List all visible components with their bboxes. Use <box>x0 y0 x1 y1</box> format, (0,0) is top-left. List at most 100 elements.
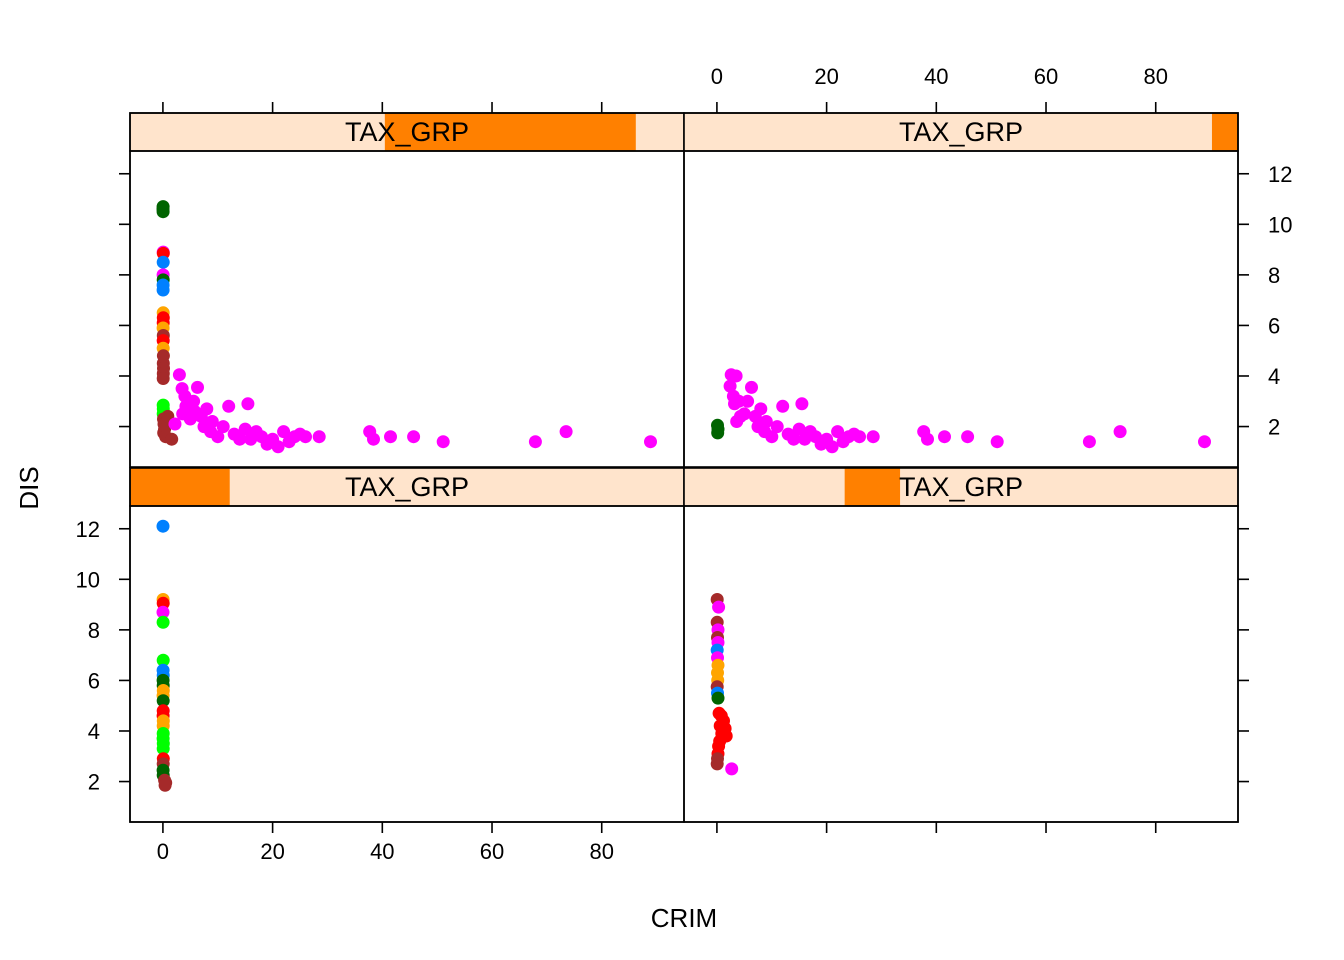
data-point <box>156 283 170 297</box>
data-point <box>729 369 743 383</box>
strip-label: TAX_GRP <box>899 117 1023 147</box>
y-tick-label: 12 <box>1268 162 1292 187</box>
data-point <box>787 432 801 446</box>
data-point <box>156 519 170 533</box>
y-tick-label: 4 <box>1268 364 1280 389</box>
strip-label: TAX_GRP <box>345 472 469 502</box>
data-point <box>241 397 255 411</box>
y-tick-label: 2 <box>1268 415 1280 440</box>
data-point <box>216 420 230 434</box>
strip-background <box>684 468 1238 506</box>
data-point <box>312 430 326 444</box>
strip-level-bar <box>130 468 230 506</box>
strip-level-bar <box>1211 113 1238 151</box>
data-point <box>238 422 252 436</box>
data-point <box>200 402 214 416</box>
data-point <box>831 425 845 439</box>
data-point <box>792 422 806 436</box>
data-point <box>156 615 170 629</box>
data-point <box>765 430 779 444</box>
data-point <box>710 757 724 771</box>
data-point <box>384 430 397 444</box>
x-tick-label: 20 <box>814 64 838 89</box>
x-tick-label: 80 <box>1143 64 1167 89</box>
data-point <box>367 432 380 446</box>
data-point <box>156 200 170 214</box>
x-tick-label: 80 <box>589 839 613 864</box>
panel-bottom-left: TAX_GRP <box>129 467 685 823</box>
data-point <box>866 430 880 444</box>
data-point <box>187 394 201 408</box>
y-tick-label: 4 <box>88 719 100 744</box>
data-point <box>172 368 186 382</box>
data-point <box>770 420 784 434</box>
panel-bottom-right: TAX_GRP <box>683 467 1239 823</box>
data-point <box>156 653 170 667</box>
x-tick-label: 0 <box>711 64 723 89</box>
data-point <box>725 762 739 776</box>
data-point <box>277 425 291 439</box>
data-point <box>559 425 573 439</box>
data-point <box>222 399 236 413</box>
data-point <box>156 742 170 756</box>
strip-level-bar <box>384 113 636 151</box>
x-tick-label: 0 <box>157 839 169 864</box>
data-point <box>759 415 773 428</box>
data-point <box>737 407 751 421</box>
data-point <box>825 440 839 454</box>
x-tick-label: 40 <box>924 64 948 89</box>
y-tick-label: 8 <box>1268 263 1280 288</box>
data-point <box>233 432 247 446</box>
x-tick-label: 60 <box>480 839 504 864</box>
strip-background <box>684 113 1238 151</box>
x-tick-label: 40 <box>370 839 394 864</box>
data-point <box>711 691 725 705</box>
data-point <box>921 432 934 446</box>
data-point <box>156 605 170 619</box>
data-point <box>407 430 421 444</box>
scatter-points <box>710 593 739 776</box>
y-tick-label: 6 <box>88 668 100 693</box>
data-point <box>168 417 182 431</box>
panels-layer: TAX_GRP TAX_GRP TAX_GRP TAX_GRP <box>129 112 1239 823</box>
data-point <box>938 430 951 444</box>
y-tick-label: 8 <box>88 618 100 643</box>
x-axis-title: CRIM <box>651 903 717 933</box>
data-point <box>436 435 450 449</box>
panel-frame <box>683 505 1239 823</box>
outer-frame <box>129 112 1239 823</box>
data-point <box>723 379 737 393</box>
data-point <box>271 440 285 454</box>
strip-label: TAX_GRP <box>899 472 1023 502</box>
data-point <box>205 415 219 428</box>
data-point <box>156 255 170 269</box>
y-tick-label: 2 <box>88 770 100 795</box>
data-point <box>745 380 758 394</box>
data-point <box>165 432 179 446</box>
strip-label: TAX_GRP <box>345 117 469 147</box>
y-tick-label: 6 <box>1268 313 1280 338</box>
y-axis-title: DIS <box>14 466 44 509</box>
data-point <box>853 430 866 444</box>
data-point <box>1198 435 1211 449</box>
panel-top-left: TAX_GRP <box>129 112 685 468</box>
data-point <box>158 778 172 792</box>
strip-level-bar <box>844 468 901 506</box>
data-point <box>156 694 170 708</box>
y-tick-label: 12 <box>76 517 100 542</box>
y-tick-label: 10 <box>76 567 100 592</box>
y-tick-label: 10 <box>1268 212 1292 237</box>
x-tick-label: 20 <box>260 839 284 864</box>
data-point <box>795 397 809 411</box>
data-point <box>712 600 726 614</box>
data-point <box>776 399 790 413</box>
data-point <box>644 435 657 449</box>
data-point <box>299 430 312 444</box>
scatter-points <box>156 519 173 792</box>
data-point <box>711 426 725 440</box>
panel-frame <box>129 505 685 823</box>
scatter-points <box>711 368 1211 454</box>
scatter-points <box>156 200 657 454</box>
data-point <box>1082 435 1096 449</box>
